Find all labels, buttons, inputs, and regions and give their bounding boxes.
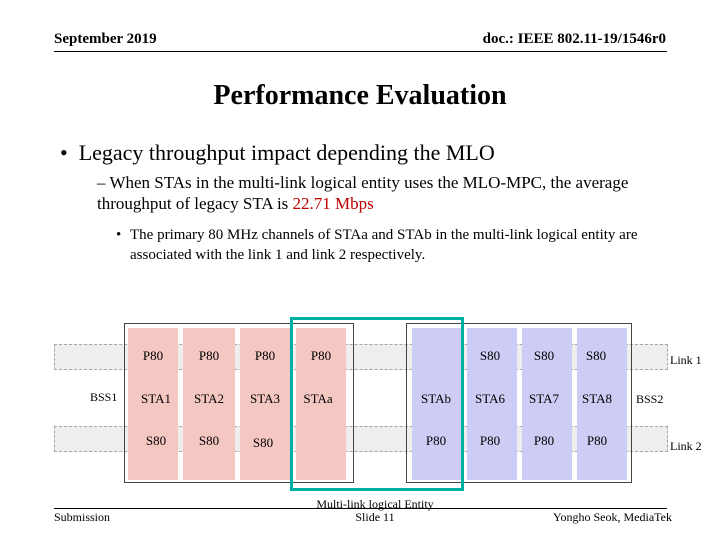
channel-label: P80 <box>586 433 608 448</box>
channel-label: P80 <box>479 433 501 448</box>
channel-label: P80 <box>310 348 332 363</box>
footer-submission: Submission <box>54 510 111 524</box>
bss2-column <box>522 328 572 480</box>
link-2-label: Link 2 <box>670 439 702 453</box>
channel-label: P80 <box>425 433 447 448</box>
sta-label: STAa <box>303 391 333 406</box>
bss2-box <box>406 323 632 483</box>
header-doc-id: doc.: IEEE 802.11-19/1546r0 <box>482 31 666 47</box>
bullet-level-2: – When STAs in the multi-link logical en… <box>97 172 697 214</box>
channel-label: S80 <box>145 433 167 448</box>
bullet-small-dot-icon: • <box>116 227 122 243</box>
bss2-column <box>412 328 462 480</box>
bullet-dash-icon: – <box>97 173 106 192</box>
header-date: September 2019 <box>54 31 157 47</box>
bss1-label: BSS1 <box>90 390 118 404</box>
bullet-2-text: When STAs in the multi-link logical enti… <box>97 173 629 213</box>
sta-label: STA2 <box>193 391 225 406</box>
bullet-level-3: • The primary 80 MHz channels of STAa an… <box>116 225 690 265</box>
bss1-box <box>124 323 354 483</box>
bss1-column <box>128 328 178 480</box>
mle-frame <box>290 317 464 491</box>
footer-slide-number: Slide 11 <box>355 510 395 524</box>
bullet-1-text: Legacy throughput impact depending the M… <box>78 140 495 165</box>
slide-title: Performance Evaluation <box>213 80 507 111</box>
channel-label: S80 <box>585 348 607 363</box>
channel-label: S80 <box>533 348 555 363</box>
channel-label: S80 <box>198 433 220 448</box>
footer-divider <box>54 508 667 509</box>
footer-author: Yongho Seok, MediaTek <box>553 510 672 524</box>
channel-label: S80 <box>479 348 501 363</box>
sta-label: STAb <box>420 391 452 406</box>
bss1-column <box>183 328 235 480</box>
bullet-level-1: • Legacy throughput impact depending the… <box>60 140 495 166</box>
channel-label: P80 <box>254 348 276 363</box>
bullet-3-text: The primary 80 MHz channels of STAa and … <box>130 227 638 263</box>
channel-label: S80 <box>252 435 274 450</box>
sta-label: STA1 <box>140 391 172 406</box>
link-1-label: Link 1 <box>670 353 702 367</box>
sta-label: STA3 <box>249 391 281 406</box>
bss2-column <box>467 328 517 480</box>
sta-label: STA8 <box>581 391 613 406</box>
bss2-label: BSS2 <box>636 392 664 406</box>
channel-label: P80 <box>142 348 164 363</box>
bullet-dot-icon: • <box>60 140 68 165</box>
sta-label: STA6 <box>474 391 506 406</box>
channel-label: P80 <box>533 433 555 448</box>
mle-label: Multi-link logical Entity <box>316 497 434 511</box>
bss2-column <box>577 328 627 480</box>
sta-label: STA7 <box>528 391 560 406</box>
throughput-value: 22.71 Mbps <box>292 194 374 213</box>
header-divider <box>54 51 667 52</box>
bss1-column <box>296 328 346 480</box>
bss1-column <box>240 328 290 480</box>
channel-label: P80 <box>198 348 220 363</box>
